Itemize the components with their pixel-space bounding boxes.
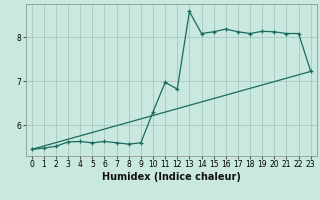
X-axis label: Humidex (Indice chaleur): Humidex (Indice chaleur) <box>102 172 241 182</box>
